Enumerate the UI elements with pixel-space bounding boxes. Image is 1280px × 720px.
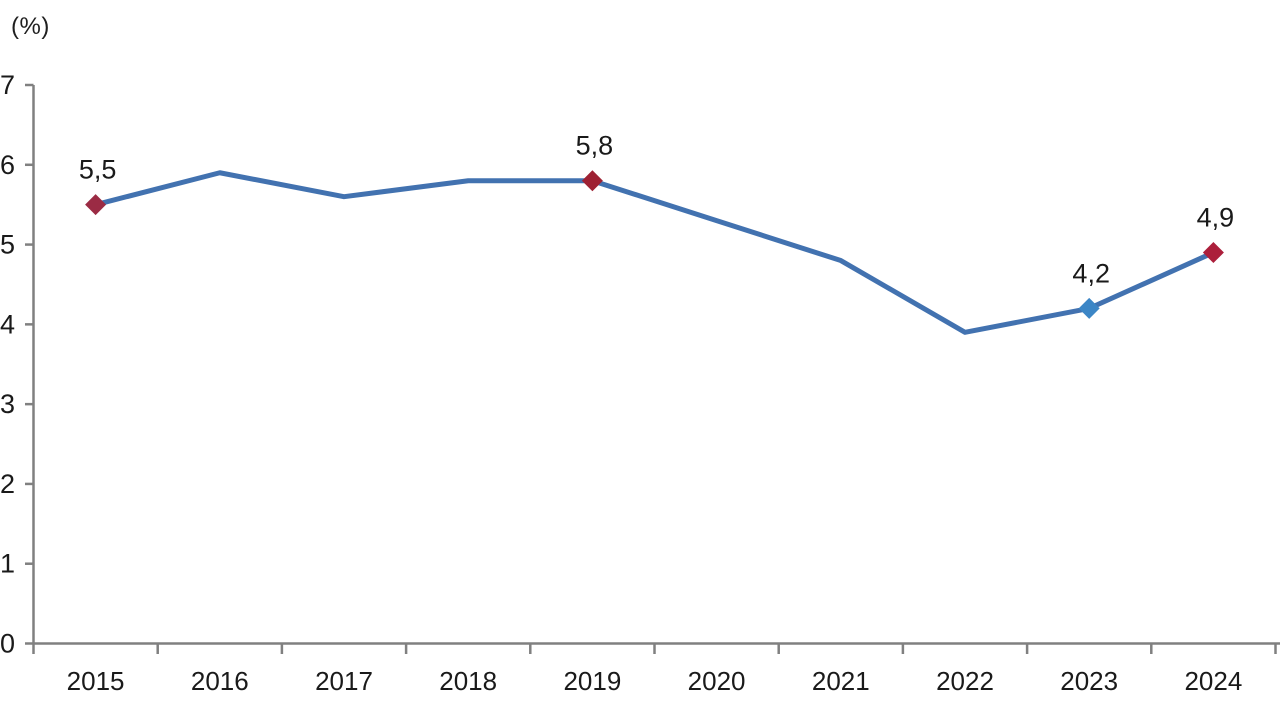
data-label-2023: 4,2 (1072, 258, 1110, 288)
y-tick-label-1: 1 (0, 549, 15, 579)
series-line (93, 170, 1216, 335)
marker-2024 (1202, 242, 1224, 264)
y-axis-unit-label: (%) (11, 13, 50, 40)
x-tick-label-2020: 2020 (688, 666, 746, 696)
x-tick-label-2023: 2023 (1060, 666, 1118, 696)
y-tick-label-0: 0 (0, 629, 15, 659)
y-tick-label-3: 3 (0, 389, 15, 419)
marker-2019 (581, 170, 603, 192)
x-tick-label-2021: 2021 (812, 666, 870, 696)
x-tick-label-2015: 2015 (67, 666, 125, 696)
data-label-2024: 4,9 (1197, 203, 1235, 233)
y-tick-label-5: 5 (0, 230, 15, 260)
y-tick-label-2: 2 (0, 469, 15, 499)
data-label-2019: 5,8 (576, 131, 614, 161)
x-tick-label-2024: 2024 (1184, 666, 1242, 696)
x-tick-label-2016: 2016 (191, 666, 249, 696)
x-tick-label-2022: 2022 (936, 666, 994, 696)
y-tick-label-7: 7 (0, 70, 15, 100)
marker-2023 (1078, 297, 1100, 319)
x-tick-label-2019: 2019 (563, 666, 621, 696)
x-tick-label-2017: 2017 (315, 666, 373, 696)
y-tick-label-6: 6 (0, 150, 15, 180)
marker-2015 (85, 194, 107, 216)
x-tick-label-2018: 2018 (439, 666, 497, 696)
y-tick-label-4: 4 (0, 309, 15, 339)
data-label-2015: 5,5 (79, 155, 117, 185)
